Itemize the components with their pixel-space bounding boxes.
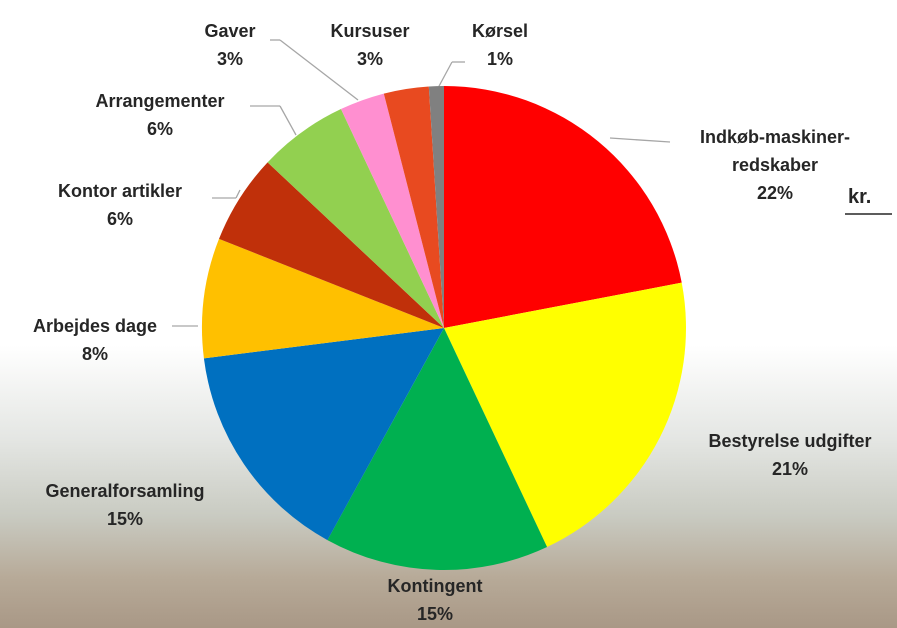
value-label: 8% — [81, 344, 108, 364]
slice-label: Kursuser 3% — [310, 17, 430, 73]
value-label: 3% — [356, 49, 383, 69]
leader-line — [609, 137, 671, 143]
value-label: 22% — [756, 183, 794, 203]
category-label: Kursuser — [330, 21, 410, 41]
slice-label: Bestyrelse udgifter 21% — [675, 427, 897, 483]
pie-slice — [267, 109, 444, 328]
category-label: Kontor artikler — [57, 181, 183, 201]
pie-slice — [444, 86, 682, 328]
pie-slice — [428, 86, 444, 328]
slice-label: Indkøb-maskiner-redskaber 22% — [680, 123, 870, 207]
category-label: Arbejdes dage — [32, 316, 158, 336]
value-label: 21% — [771, 459, 809, 479]
category-label: Arrangementer — [95, 91, 225, 111]
leader-line — [235, 189, 241, 199]
category-label: Bestyrelse udgifter — [708, 431, 872, 451]
pie-slice — [327, 328, 548, 571]
pie-slice — [444, 282, 686, 547]
value-label: 15% — [416, 604, 454, 624]
pie-slice — [202, 238, 444, 359]
slice-label: Arbejdes dage 8% — [5, 312, 185, 368]
category-label: Indkøb-maskiner-redskaber — [699, 127, 851, 175]
leader-line — [437, 61, 453, 89]
value-label: 3% — [216, 49, 243, 69]
slice-label: Kørsel 1% — [450, 17, 550, 73]
pie-slice — [218, 162, 444, 328]
category-label: Kørsel — [471, 21, 529, 41]
pie-slice — [383, 86, 444, 328]
leader-line — [279, 105, 297, 136]
category-label: Gaver — [204, 21, 256, 41]
leader-line — [279, 39, 359, 101]
value-label: 6% — [106, 209, 133, 229]
pie-slice — [340, 93, 444, 328]
category-label: Kontingent — [387, 576, 483, 596]
slice-label: Gaver 3% — [180, 17, 280, 73]
leader-lines — [172, 39, 892, 327]
slice-label: Generalforsamling 15% — [10, 477, 240, 533]
pie-slice — [203, 328, 444, 541]
slice-label: Arrangementer 6% — [60, 87, 260, 143]
value-label: 1% — [486, 49, 513, 69]
slice-label: Kontingent 15% — [335, 572, 535, 628]
category-label: Generalforsamling — [45, 481, 205, 501]
annotation: kr. — [848, 186, 872, 208]
value-label: 15% — [106, 509, 144, 529]
slice-label: Kontor artikler 6% — [30, 177, 210, 233]
value-label: 6% — [146, 119, 173, 139]
